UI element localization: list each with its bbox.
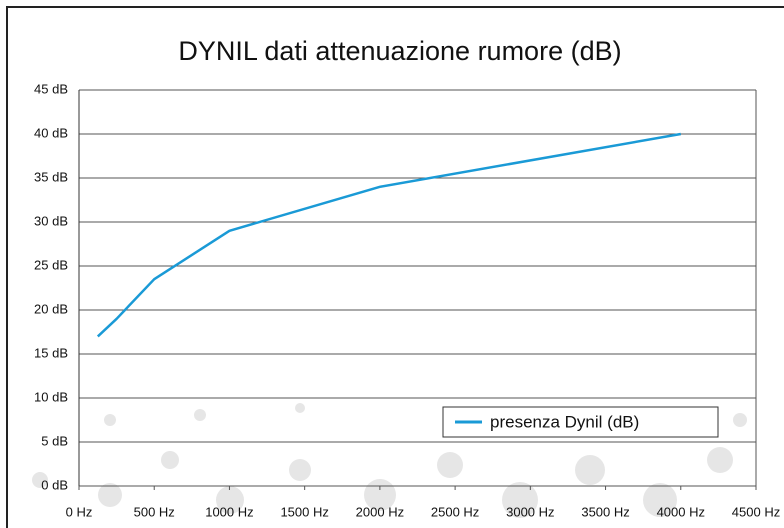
x-tick-label: 500 Hz	[134, 504, 175, 519]
x-tick-label: 3500 Hz	[581, 504, 629, 519]
y-tick-label: 20 dB	[34, 301, 68, 316]
y-tick-label: 0 dB	[41, 477, 68, 492]
x-tick-label: 2500 Hz	[431, 504, 479, 519]
x-tick-label: 4000 Hz	[657, 504, 705, 519]
x-tick-label: 0 Hz	[66, 504, 93, 519]
x-tick-label: 1000 Hz	[205, 504, 253, 519]
y-tick-label: 40 dB	[34, 125, 68, 140]
frame	[7, 7, 784, 528]
y-tick-label: 15 dB	[34, 345, 68, 360]
x-tick-label: 2000 Hz	[356, 504, 404, 519]
y-tick-label: 35 dB	[34, 169, 68, 184]
y-tick-label: 5 dB	[41, 433, 68, 448]
chart: DYNIL dati attenuazione rumore (dB) 0 dB…	[0, 0, 784, 528]
chart-title: DYNIL dati attenuazione rumore (dB)	[178, 36, 621, 66]
y-tick-label: 10 dB	[34, 389, 68, 404]
legend-label: presenza Dynil (dB)	[490, 412, 639, 431]
y-tick-label: 45 dB	[34, 81, 68, 96]
y-tick-label: 30 dB	[34, 213, 68, 228]
x-tick-label: 4500 Hz	[732, 504, 780, 519]
x-tick-label: 3000 Hz	[506, 504, 554, 519]
x-tick-label: 1500 Hz	[280, 504, 328, 519]
y-tick-label: 25 dB	[34, 257, 68, 272]
